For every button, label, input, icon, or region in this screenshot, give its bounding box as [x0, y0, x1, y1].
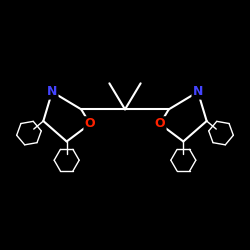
Text: N: N	[193, 85, 203, 98]
Text: O: O	[155, 118, 165, 130]
Text: O: O	[85, 118, 95, 130]
Text: N: N	[47, 85, 57, 98]
